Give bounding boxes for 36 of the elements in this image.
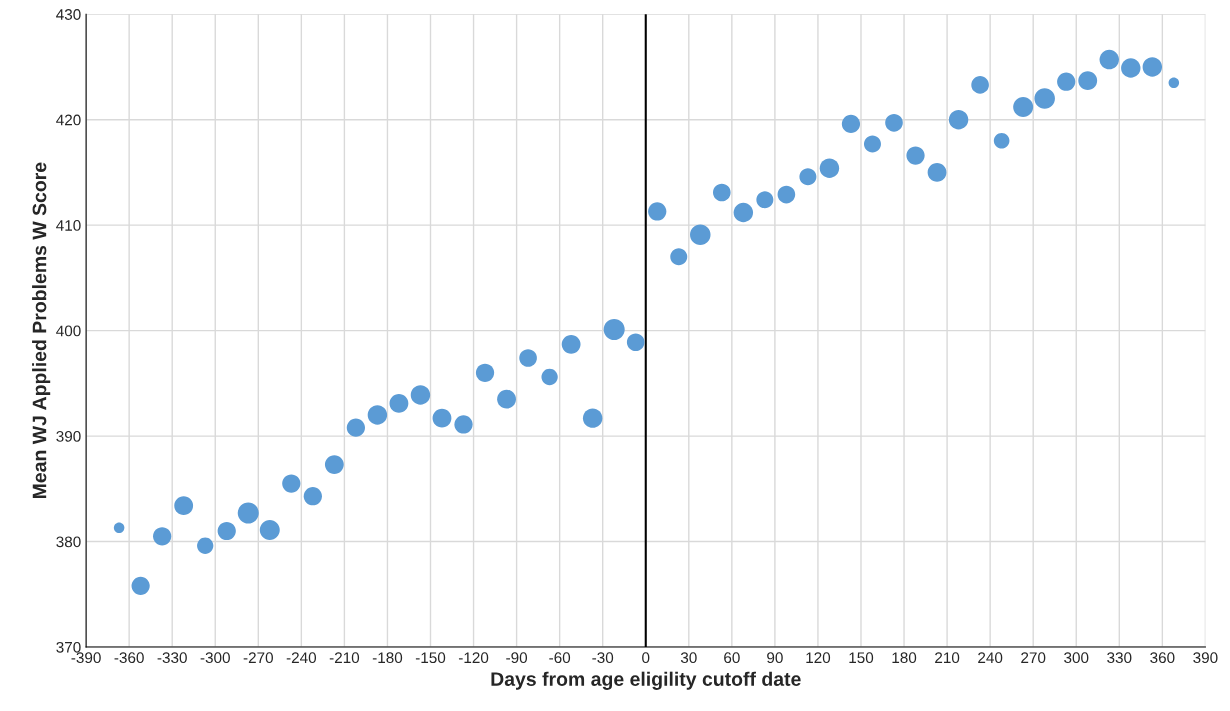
x-tick-label: 210 (935, 652, 960, 664)
x-tick-label: -150 (415, 652, 446, 664)
x-tick-label: -180 (372, 652, 403, 664)
x-tick-label: 360 (1150, 652, 1175, 664)
x-tick-label: -300 (200, 652, 230, 664)
y-tick-label: 410 (56, 220, 81, 231)
x-tick-label: 0 (642, 652, 650, 664)
y-tick-label: 390 (56, 430, 81, 442)
x-tick-label: 390 (1193, 652, 1218, 664)
x-tick-label: 270 (1021, 652, 1046, 664)
x-tick-label: 90 (767, 652, 783, 664)
x-tick-label: -240 (286, 652, 317, 664)
x-tick-label: 60 (724, 652, 740, 664)
x-tick-label: -60 (549, 652, 571, 664)
y-tick-label: 400 (56, 325, 81, 337)
y-axis-title: Mean WJ Applied Problems W Score (32, 162, 51, 499)
x-tick-label: 240 (978, 652, 1003, 664)
x-tick-label: -30 (592, 652, 614, 664)
y-tick-label: 370 (56, 641, 81, 653)
x-tick-label: 30 (680, 652, 697, 664)
x-tick-label: 180 (892, 652, 917, 664)
y-tick-label: 420 (56, 114, 81, 126)
x-tick-label: 120 (806, 652, 831, 664)
x-tick-label: -270 (243, 652, 273, 664)
y-tick-label: 380 (56, 536, 81, 548)
x-tick-label: 330 (1107, 652, 1132, 664)
x-tick-label: -120 (458, 652, 489, 664)
x-tick-label: 300 (1064, 652, 1089, 664)
x-tick-label: -330 (157, 652, 187, 664)
x-tick-label: -90 (506, 652, 528, 664)
x-tick-label: -360 (114, 652, 144, 664)
x-axis-title: Days from age eligility cutoff date (491, 671, 801, 690)
x-tick-label: -210 (329, 652, 360, 664)
y-tick-label: 430 (56, 9, 81, 20)
x-tick-label: -390 (71, 652, 101, 664)
x-tick-label: 150 (849, 652, 874, 664)
